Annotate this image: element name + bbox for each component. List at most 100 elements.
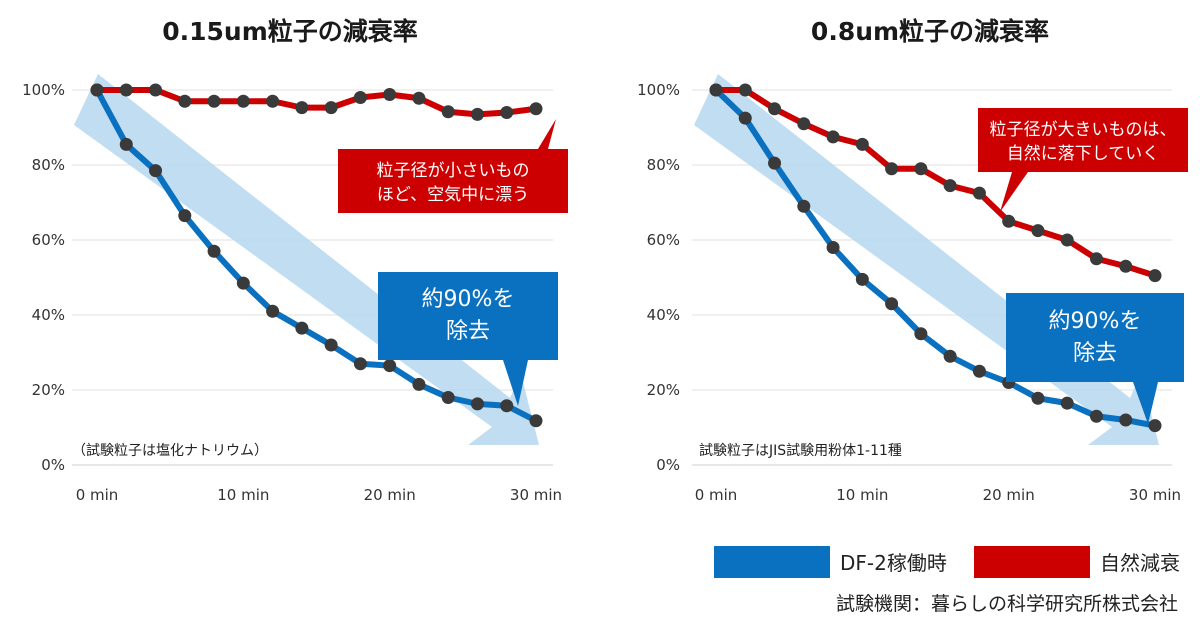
grid-lines bbox=[692, 89, 1172, 466]
data-point bbox=[972, 186, 986, 200]
test-particle-note: （試験粒子は塩化ナトリウム） bbox=[72, 443, 268, 459]
data-point bbox=[972, 364, 986, 378]
series-line bbox=[94, 87, 539, 118]
y-tick-label: 100% bbox=[637, 81, 680, 99]
natural-callout-line-1: 粒子径が小さいもの bbox=[377, 161, 530, 181]
data-point bbox=[943, 179, 957, 193]
data-point bbox=[383, 88, 397, 101]
data-point bbox=[1089, 252, 1103, 266]
data-point bbox=[266, 304, 280, 318]
data-point bbox=[709, 83, 723, 97]
data-point bbox=[943, 349, 957, 363]
data-point bbox=[470, 397, 484, 411]
data-point bbox=[826, 130, 840, 144]
data-point bbox=[1148, 269, 1162, 283]
data-point bbox=[353, 91, 367, 104]
data-point bbox=[1060, 233, 1074, 247]
y-tick-label: 80% bbox=[32, 156, 65, 174]
series-layer bbox=[90, 83, 543, 428]
y-tick-label: 0% bbox=[656, 456, 680, 474]
y-tick-label: 20% bbox=[32, 381, 65, 399]
df-callout: 約90%を 除去 bbox=[1006, 293, 1184, 424]
data-point bbox=[529, 414, 543, 428]
series-layer bbox=[709, 83, 1162, 433]
df-callout-line-2: 除去 bbox=[1073, 341, 1117, 366]
x-tick-label: 10 min bbox=[836, 486, 888, 504]
data-point bbox=[412, 91, 426, 105]
data-point bbox=[1031, 224, 1045, 238]
data-point bbox=[90, 83, 104, 97]
data-point bbox=[914, 327, 928, 341]
y-tick-label: 60% bbox=[647, 231, 680, 249]
data-point bbox=[119, 137, 133, 151]
data-point bbox=[353, 357, 367, 371]
data-point bbox=[768, 102, 782, 116]
data-point bbox=[178, 209, 192, 223]
data-point bbox=[178, 94, 192, 108]
data-point bbox=[738, 83, 752, 97]
data-point bbox=[149, 83, 163, 97]
y-tick-label: 0% bbox=[41, 456, 65, 474]
natural-callout-line-2: 自然に落下していく bbox=[1007, 144, 1160, 164]
legend: DF-2稼働時 自然減衰 bbox=[714, 546, 1180, 578]
data-point bbox=[412, 377, 426, 391]
data-point bbox=[207, 244, 221, 258]
x-tick-label: 30 min bbox=[1129, 486, 1181, 504]
data-point bbox=[383, 359, 397, 373]
x-tick-label: 30 min bbox=[510, 486, 562, 504]
data-point bbox=[1060, 396, 1074, 410]
data-point bbox=[324, 338, 338, 352]
data-point bbox=[1031, 391, 1045, 405]
data-point bbox=[470, 107, 484, 121]
data-point bbox=[295, 321, 309, 335]
chart-title: 0.8um粒子の減衰率 bbox=[811, 17, 1049, 46]
natural-callout-line-2: ほど、空気中に漂う bbox=[377, 185, 529, 205]
data-point bbox=[149, 164, 163, 178]
data-point bbox=[1002, 214, 1016, 228]
data-point bbox=[441, 391, 455, 404]
df-callout-line-2: 除去 bbox=[446, 319, 490, 344]
data-point bbox=[855, 272, 869, 286]
df-callout-line-1: 約90%を bbox=[1049, 309, 1142, 334]
data-point bbox=[885, 162, 899, 176]
x-tick-label: 10 min bbox=[217, 486, 269, 504]
natural-callout: 粒子径が小さいもの ほど、空気中に漂う bbox=[338, 119, 568, 213]
data-point bbox=[295, 101, 309, 115]
y-tick-label: 40% bbox=[32, 306, 65, 324]
data-point bbox=[236, 94, 250, 108]
legend-label-natural: 自然減衰 bbox=[1100, 551, 1180, 575]
data-point bbox=[500, 399, 514, 413]
data-point bbox=[1089, 409, 1103, 423]
data-point bbox=[529, 102, 543, 116]
data-point bbox=[738, 111, 752, 125]
y-tick-label: 20% bbox=[647, 381, 680, 399]
data-point bbox=[441, 105, 455, 119]
data-point bbox=[826, 241, 840, 254]
data-point bbox=[885, 297, 899, 311]
y-tick-label: 80% bbox=[647, 156, 680, 174]
data-point bbox=[768, 156, 782, 170]
data-point bbox=[914, 162, 928, 176]
chart-right: 0.8um粒子の減衰率 0% 20% 40% 60% 80% 100% 0 min 10 m… bbox=[637, 17, 1188, 504]
series-line bbox=[94, 87, 539, 424]
legend-swatch-df bbox=[714, 546, 830, 578]
data-point bbox=[855, 137, 869, 151]
series-line bbox=[713, 87, 1158, 279]
data-point bbox=[207, 94, 221, 108]
x-tick-label: 0 min bbox=[695, 486, 738, 504]
natural-callout: 粒子径が大きいものは、 自然に落下していく bbox=[978, 108, 1188, 212]
y-tick-label: 100% bbox=[22, 81, 65, 99]
x-axis-ticks: 0 min 10 min 20 min 30 min bbox=[695, 486, 1181, 504]
y-tick-label: 60% bbox=[32, 231, 65, 249]
natural-callout-line-1: 粒子径が大きいものは、 bbox=[990, 120, 1177, 140]
data-point bbox=[1119, 413, 1133, 427]
x-tick-label: 0 min bbox=[76, 486, 119, 504]
data-point bbox=[236, 276, 250, 290]
test-institution-credit: 試験機関：暮らしの科学研究所株式会社 bbox=[836, 593, 1178, 615]
y-axis-ticks: 0% 20% 40% 60% 80% 100% bbox=[637, 81, 680, 474]
data-point bbox=[324, 101, 338, 115]
x-tick-label: 20 min bbox=[983, 486, 1035, 504]
y-tick-label: 40% bbox=[647, 306, 680, 324]
df-callout-line-1: 約90%を bbox=[422, 287, 515, 312]
